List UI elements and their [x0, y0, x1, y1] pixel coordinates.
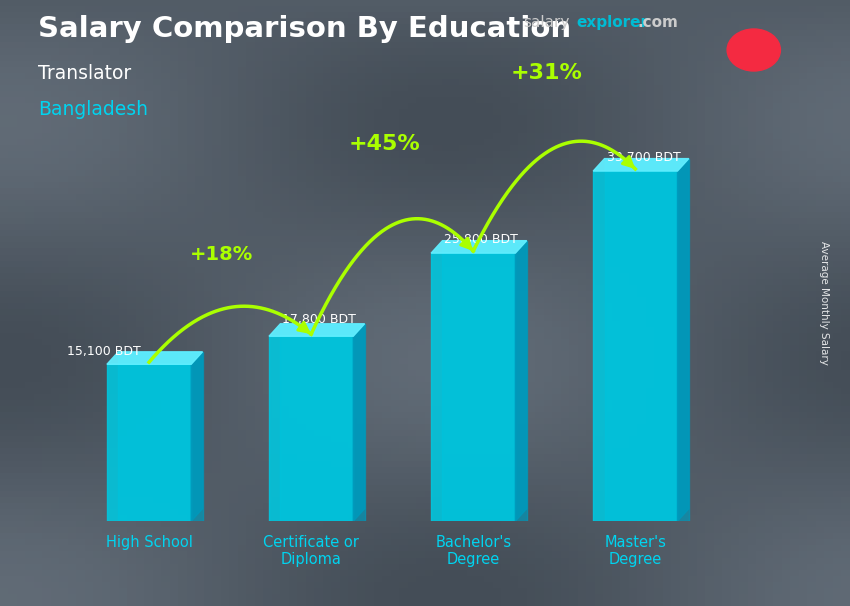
Text: 33,700 BDT: 33,700 BDT — [607, 151, 680, 164]
Text: +31%: +31% — [510, 63, 582, 83]
Circle shape — [727, 29, 780, 71]
Polygon shape — [515, 241, 527, 521]
Polygon shape — [118, 352, 202, 521]
Text: 17,800 BDT: 17,800 BDT — [282, 313, 356, 326]
Polygon shape — [107, 364, 191, 521]
Polygon shape — [593, 171, 677, 521]
Text: Average Monthly Salary: Average Monthly Salary — [819, 241, 829, 365]
Polygon shape — [431, 241, 527, 253]
Polygon shape — [269, 324, 365, 336]
Text: salary: salary — [523, 15, 570, 30]
Polygon shape — [677, 159, 688, 521]
Polygon shape — [354, 324, 365, 521]
Polygon shape — [431, 253, 515, 521]
Text: explorer: explorer — [576, 15, 649, 30]
Polygon shape — [604, 159, 689, 521]
Text: .com: .com — [638, 15, 678, 30]
Text: Translator: Translator — [38, 64, 132, 82]
Text: 15,100 BDT: 15,100 BDT — [67, 345, 140, 358]
Polygon shape — [107, 352, 202, 364]
Polygon shape — [280, 324, 365, 521]
Text: Salary Comparison By Education: Salary Comparison By Education — [38, 15, 571, 43]
Text: Bangladesh: Bangladesh — [38, 100, 148, 119]
Text: 25,800 BDT: 25,800 BDT — [445, 233, 518, 246]
Polygon shape — [191, 352, 202, 521]
Text: +45%: +45% — [348, 135, 420, 155]
Text: +18%: +18% — [190, 245, 253, 264]
Polygon shape — [443, 241, 527, 521]
Polygon shape — [269, 336, 354, 521]
Polygon shape — [593, 159, 688, 171]
